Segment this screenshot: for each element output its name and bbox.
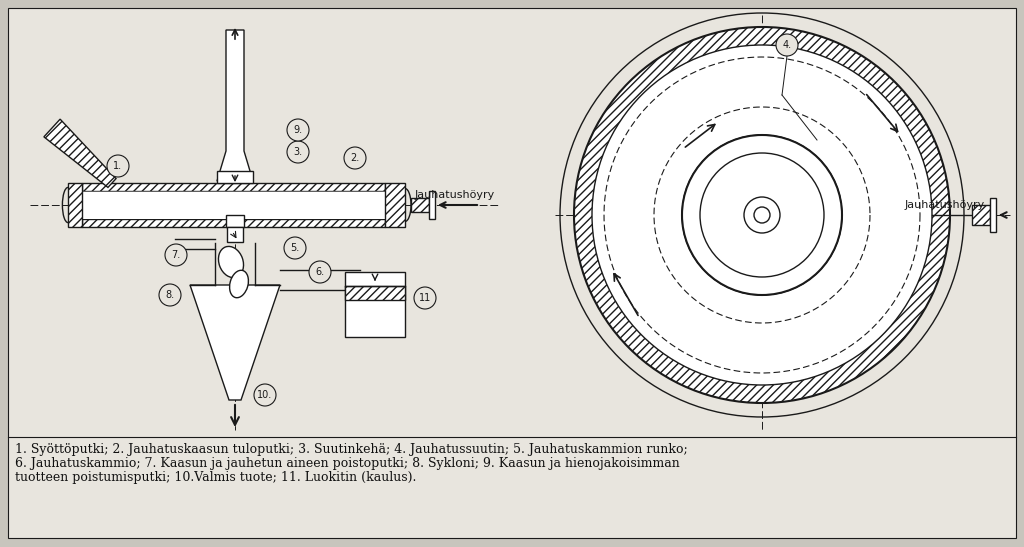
Text: 6. Jauhatuskammio; 7. Kaasun ja jauhetun aineen poistoputki; 8. Sykloni; 9. Kaas: 6. Jauhatuskammio; 7. Kaasun ja jauhetun…	[15, 457, 680, 470]
Text: 2.: 2.	[350, 153, 359, 163]
Text: 8.: 8.	[166, 290, 174, 300]
Circle shape	[700, 153, 824, 277]
Circle shape	[165, 244, 187, 266]
Bar	[82, 219, 385, 227]
Text: 1. Syöttöputki; 2. Jauhatuskaasun tuloputki; 3. Suutinkehä; 4. Jauhatussuutin; 5: 1. Syöttöputki; 2. Jauhatuskaasun tulopu…	[15, 444, 688, 457]
Text: 5.: 5.	[291, 243, 300, 253]
Circle shape	[682, 135, 842, 295]
Text: 10.: 10.	[257, 390, 272, 400]
Circle shape	[414, 287, 436, 309]
Polygon shape	[190, 285, 280, 400]
Bar	[82, 191, 385, 219]
Bar	[82, 183, 385, 191]
Text: Jauhatushöyry: Jauhatushöyry	[415, 190, 496, 200]
Ellipse shape	[218, 246, 244, 277]
Text: 6.: 6.	[315, 267, 325, 277]
Circle shape	[776, 34, 798, 56]
Circle shape	[592, 45, 932, 385]
Text: Jauhatushöyry: Jauhatushöyry	[905, 200, 985, 210]
Ellipse shape	[229, 270, 249, 298]
Bar	[68, 183, 82, 227]
Bar	[345, 272, 406, 337]
Text: 1.: 1.	[114, 161, 123, 171]
Text: tuotteen poistumisputki; 10.Valmis tuote; 11. Luokitin (kaulus).: tuotteen poistumisputki; 10.Valmis tuote…	[15, 472, 417, 485]
Bar	[227, 227, 243, 242]
Text: 9.: 9.	[294, 125, 302, 135]
Circle shape	[284, 237, 306, 259]
Circle shape	[106, 155, 129, 177]
Bar	[345, 286, 406, 300]
Circle shape	[254, 384, 276, 406]
Circle shape	[309, 261, 331, 283]
Bar	[226, 215, 244, 227]
Text: 7.: 7.	[171, 250, 180, 260]
Text: 11: 11	[419, 293, 431, 303]
Circle shape	[744, 197, 780, 233]
Circle shape	[159, 284, 181, 306]
Circle shape	[287, 141, 309, 163]
Circle shape	[287, 119, 309, 141]
Bar	[217, 171, 253, 183]
Text: 3.: 3.	[294, 147, 302, 157]
Circle shape	[754, 207, 770, 223]
Bar	[990, 198, 996, 232]
Bar	[429, 191, 435, 219]
Text: 4.: 4.	[782, 40, 792, 50]
Bar	[385, 183, 406, 227]
Circle shape	[574, 27, 950, 403]
Circle shape	[682, 135, 842, 295]
Bar	[411, 198, 429, 212]
Circle shape	[344, 147, 366, 169]
Bar	[972, 205, 990, 225]
Polygon shape	[217, 30, 253, 181]
Polygon shape	[44, 119, 116, 188]
